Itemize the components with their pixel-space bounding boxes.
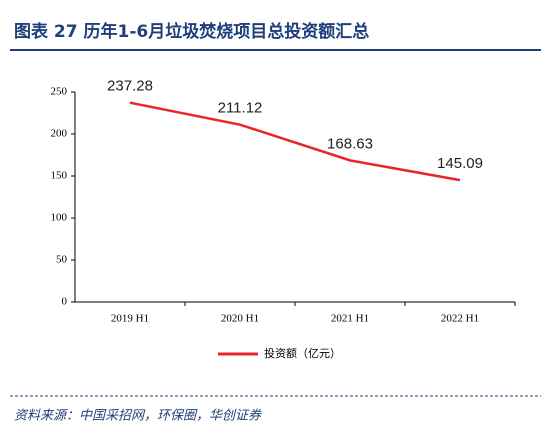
y-tick-label: 200 (51, 128, 68, 140)
data-label: 168.63 (327, 135, 373, 152)
x-tick-label: 2021 H1 (331, 313, 369, 325)
chart-title: 图表 27 历年1-6月垃圾焚烧项目总投资额汇总 (14, 21, 369, 42)
y-tick-label: 0 (62, 296, 68, 308)
legend-label: 投资额（亿元） (264, 346, 341, 360)
source-note: 资料来源：中国采招网，环保圈，华创证券 (14, 409, 262, 424)
data-label: 211.12 (218, 100, 263, 117)
y-tick-label: 150 (51, 170, 68, 182)
y-tick-label: 250 (51, 86, 68, 98)
data-label: 145.09 (437, 155, 483, 172)
x-tick-label: 2020 H1 (221, 313, 259, 325)
x-tick-label: 2022 H1 (441, 313, 479, 325)
y-tick-label: 50 (56, 254, 68, 266)
line-series (129, 101, 461, 182)
x-tick-label: 2019 H1 (111, 313, 149, 325)
y-tick-label: 100 (51, 212, 68, 224)
data-label: 237.28 (107, 78, 153, 95)
